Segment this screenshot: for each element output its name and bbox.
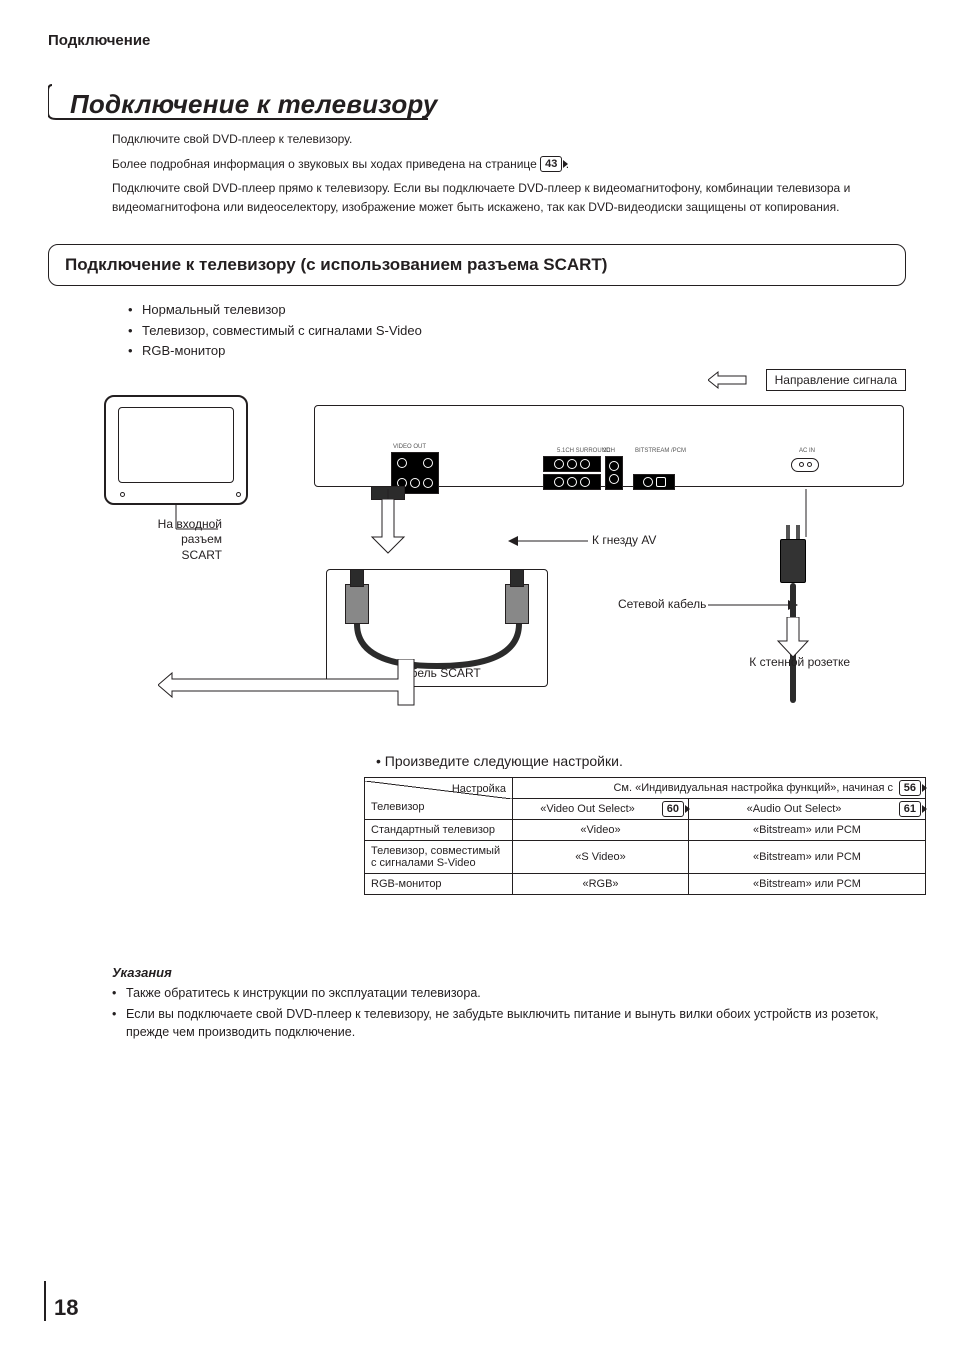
section-header: Подключение: [48, 32, 906, 49]
page-number: 18: [44, 1281, 78, 1321]
settings-note: Произведите следующие настройки.: [376, 753, 906, 769]
list-item: Также обратитесь к инструкции по эксплуа…: [112, 984, 906, 1003]
cell-video: «RGB»: [513, 873, 689, 894]
list-item: RGB-монитор: [128, 341, 906, 361]
cell-video: «S Video»: [513, 840, 689, 873]
cell-tv: RGB-монитор: [365, 873, 513, 894]
th-video-text: «Video Out Select»: [540, 803, 635, 815]
tv-type-list: Нормальный телевизор Телевизор, совмести…: [128, 300, 906, 360]
intro-line2: Более подробная информация о звуковых вы…: [112, 155, 906, 174]
th-setting: Настройка: [365, 781, 512, 799]
table-row: Стандартный телевизор «Video» «Bitstream…: [365, 819, 926, 840]
th-video: «Video Out Select» 60: [513, 798, 689, 819]
th-audio-text: «Audio Out Select»: [747, 803, 842, 815]
th-custom: См. «Индивидуальная настройка функций», …: [513, 777, 926, 798]
title-wrap: Подключение к телевизору: [48, 89, 906, 120]
intro-line1: Подключите свой DVD-плеер к телевизору.: [112, 130, 906, 149]
list-item: Нормальный телевизор: [128, 300, 906, 320]
down-arrow-small-icon: [774, 617, 812, 664]
th-tv: Телевизор: [365, 799, 512, 815]
page-ref-61: 61: [899, 801, 921, 817]
power-cable-label: Сетевой кабель: [618, 597, 706, 613]
cell-tv: Стандартный телевизор: [365, 819, 513, 840]
page-ref-56: 56: [899, 780, 921, 796]
cell-audio: «Bitstream» или PCM: [689, 819, 926, 840]
table-row: Телевизор, совместимый с сигналами S-Vid…: [365, 840, 926, 873]
subheader-box: Подключение к телевизору (с использовани…: [48, 244, 906, 286]
page-ref-60: 60: [662, 801, 684, 817]
notes-block: Указания Также обратитесь к инструкции п…: [112, 965, 906, 1042]
list-item: Если вы подключаете свой DVD-плеер к тел…: [112, 1005, 906, 1043]
table-row: Настройка Телевизор См. «Индивидуальная …: [365, 777, 926, 798]
table-row: RGB-монитор «RGB» «Bitstream» или PCM: [365, 873, 926, 894]
scart-input-label: На входной разъем SCART: [146, 517, 222, 564]
up-arrow-icon: [158, 659, 418, 724]
down-arrow-icon: [368, 499, 408, 560]
title-underline-icon: [48, 83, 468, 123]
cell-audio: «Bitstream» или PCM: [689, 873, 926, 894]
th-custom-text: См. «Индивидуальная настройка функций», …: [613, 782, 893, 794]
th-audio: «Audio Out Select» 61: [689, 798, 926, 819]
intro-line3: Подключите свой DVD-плеер прямо к телеви…: [112, 179, 906, 216]
list-item: Телевизор, совместимый с сигналами S-Vid…: [128, 321, 906, 341]
page-ref-43: 43: [540, 156, 562, 172]
settings-table: Настройка Телевизор См. «Индивидуальная …: [364, 777, 926, 895]
cell-audio: «Bitstream» или PCM: [689, 840, 926, 873]
intro-line2-pre: Более подробная информация о звуковых вы…: [112, 157, 540, 171]
subheader: Подключение к телевизору (с использовани…: [65, 255, 889, 275]
connection-diagram: Направление сигнала VIDEO OUT 5.1CH SURR…: [48, 369, 906, 729]
intro-block: Подключите свой DVD-плеер к телевизору. …: [112, 130, 906, 216]
av-socket-label: К гнезду AV: [592, 533, 656, 549]
notes-title: Указания: [112, 965, 906, 980]
cell-tv: Телевизор, совместимый с сигналами S-Vid…: [365, 840, 513, 873]
power-plug-icon: [780, 539, 806, 609]
cell-video: «Video»: [513, 819, 689, 840]
